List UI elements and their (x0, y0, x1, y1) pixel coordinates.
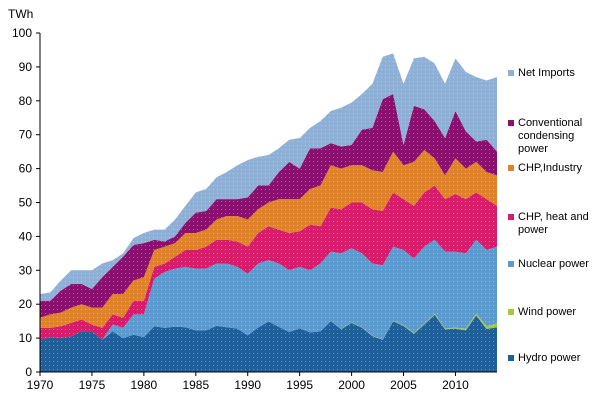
area (40, 314, 497, 372)
y-tick-label: 80 (19, 94, 33, 108)
legend-marker (508, 120, 514, 126)
x-tick-label: 1980 (131, 378, 158, 392)
x-tick-label: 1995 (286, 378, 313, 392)
legend-item: CHP,Industry (508, 162, 603, 175)
legend-label: Conventional condensing power (518, 117, 583, 155)
legend-label: Wind power (518, 306, 577, 318)
legend-marker (508, 261, 514, 267)
legend-marker (508, 214, 514, 220)
y-tick-label: 60 (19, 162, 33, 176)
legend-item: Net Imports (508, 67, 603, 80)
y-tick-label: 20 (19, 297, 33, 311)
x-tick-label: 1990 (234, 378, 261, 392)
legend-item: Nuclear power (508, 258, 603, 271)
y-tick-label: 0 (25, 365, 32, 379)
legend-label: Net Imports (518, 67, 575, 79)
legend-marker (508, 165, 514, 171)
area (40, 185, 497, 340)
legend-label: CHP, heat and power (518, 211, 589, 236)
area (40, 239, 497, 340)
x-tick-label: 2010 (442, 378, 469, 392)
legend-label: Nuclear power (518, 258, 589, 270)
y-tick-label: 100 (12, 26, 32, 40)
y-tick-label: 30 (19, 263, 33, 277)
y-tick-label: 10 (19, 331, 33, 345)
area (40, 53, 497, 301)
legend-item: Conventional condensing power (508, 117, 603, 156)
x-tick-label: 2000 (338, 378, 365, 392)
legend-marker (508, 355, 514, 361)
y-tick-label: 70 (19, 128, 33, 142)
y-tick-label: 90 (19, 60, 33, 74)
area (40, 149, 497, 328)
x-tick-label: 2005 (390, 378, 417, 392)
legend-marker (508, 70, 514, 76)
legend-item: CHP, heat and power (508, 211, 603, 237)
x-tick-label: 1975 (79, 378, 106, 392)
y-axis-label: TWh (8, 7, 33, 21)
legend-item: Hydro power (508, 352, 603, 365)
x-tick-label: 1970 (27, 378, 54, 392)
legend-label: CHP,Industry (518, 162, 582, 174)
y-tick-label: 40 (19, 229, 33, 243)
legend-label: Hydro power (518, 352, 581, 364)
legend-marker (508, 309, 514, 315)
legend-item: Wind power (508, 306, 603, 319)
area (40, 94, 497, 318)
x-tick-label: 1985 (182, 378, 209, 392)
y-tick-label: 50 (19, 196, 33, 210)
